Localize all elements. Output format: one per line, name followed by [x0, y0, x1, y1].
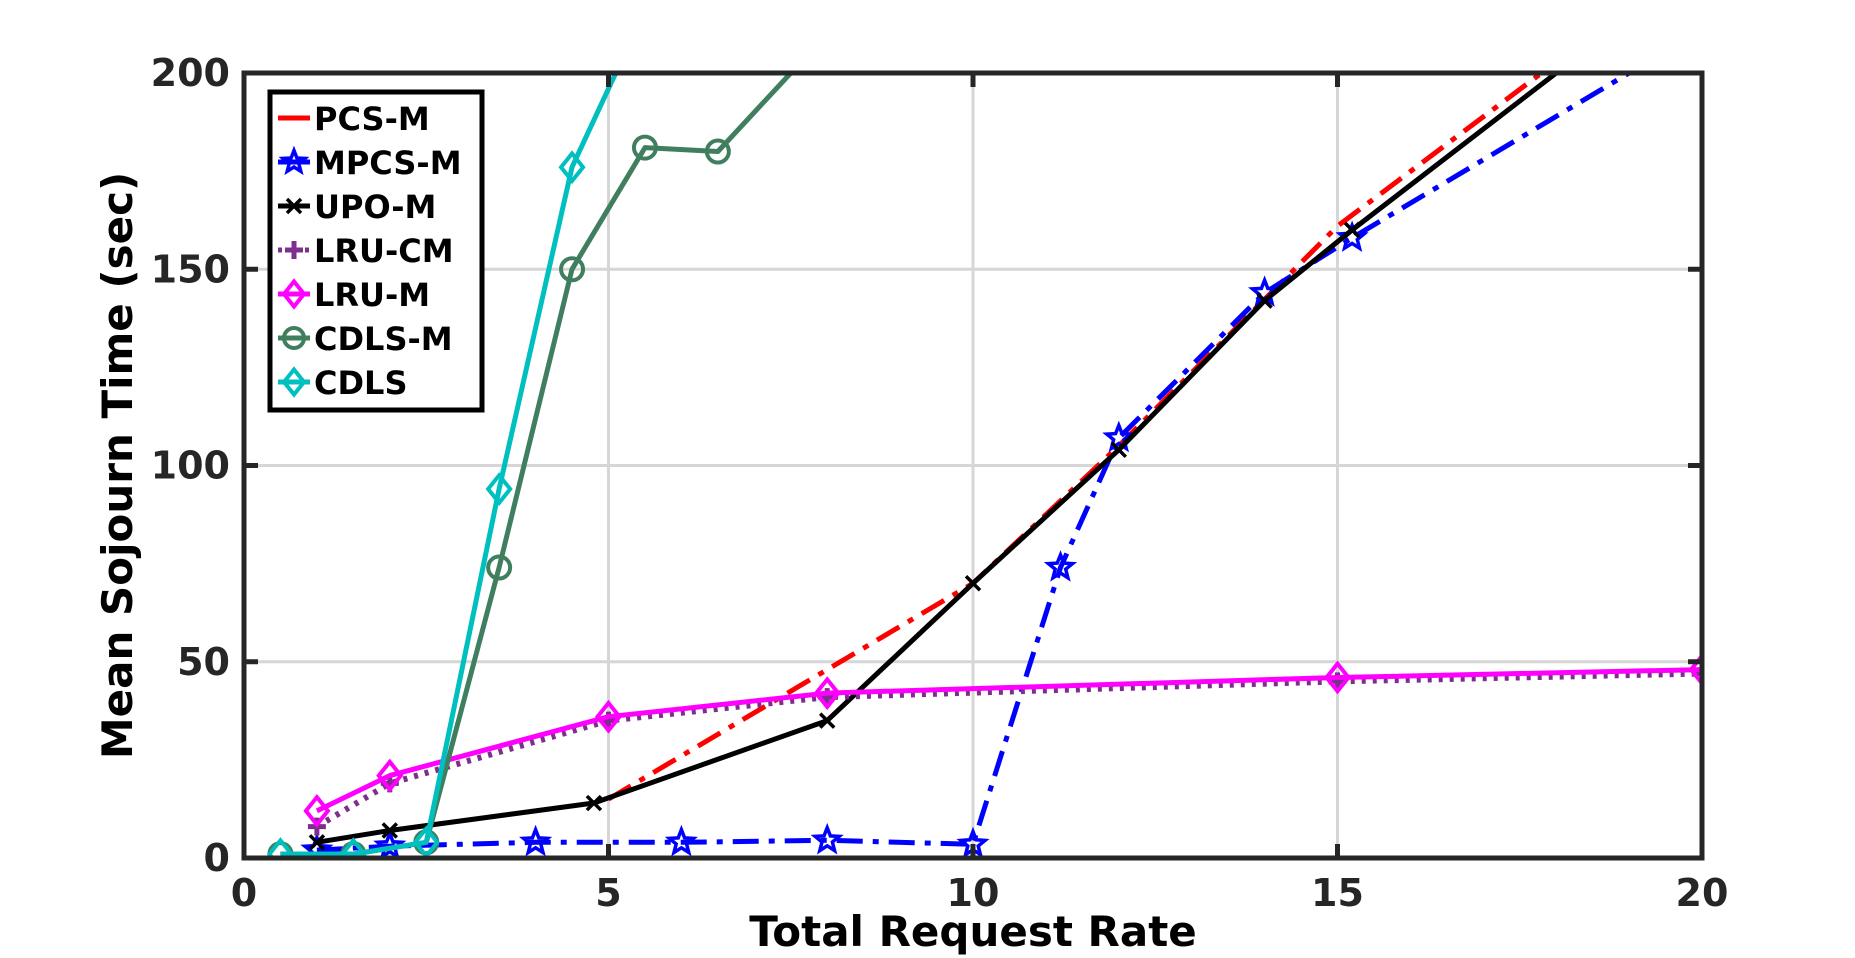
x-tick-label: 5 — [595, 871, 621, 915]
series-marker — [1688, 652, 1702, 687]
series-marker — [1256, 292, 1273, 309]
series-marker — [1110, 441, 1128, 459]
series-marker — [1043, 550, 1078, 582]
legend-item: CDLS-M — [278, 320, 453, 358]
series-pcs-m — [607, 73, 1544, 802]
series-marker — [559, 256, 586, 283]
series-marker — [381, 822, 399, 839]
legend-label: LRU-M — [314, 276, 430, 314]
series-marker — [818, 712, 836, 729]
series-marker — [282, 326, 306, 350]
series-marker — [1343, 221, 1361, 239]
grid — [244, 73, 1702, 858]
y-tick-label: 0 — [204, 836, 230, 880]
x-tick-label: 15 — [1311, 871, 1364, 915]
legend-label: UPO-M — [314, 188, 436, 226]
series-marker — [810, 822, 844, 855]
series-marker — [1102, 420, 1136, 453]
series-line — [315, 670, 1702, 830]
legend-item: LRU-M — [278, 276, 430, 314]
legend-label: CDLS-M — [314, 320, 453, 358]
x-tick-label: 0 — [231, 871, 257, 915]
series-marker — [308, 834, 326, 851]
legend-item: LRU-CM — [278, 232, 454, 270]
series-marker — [964, 575, 982, 592]
series-line — [607, 73, 1544, 802]
series-lru-cm — [307, 664, 1702, 836]
series-marker — [373, 828, 407, 858]
legend-label: LRU-CM — [314, 232, 454, 270]
series-marker — [303, 793, 331, 828]
series-line — [315, 667, 1702, 814]
series-marker — [594, 699, 623, 734]
series-marker — [485, 472, 513, 507]
legend-label: CDLS — [314, 364, 407, 402]
series-marker — [704, 138, 731, 165]
series-mpcs-m — [300, 73, 1631, 858]
legend-item: PCS-M — [278, 100, 430, 138]
y-tick-label: 200 — [151, 51, 230, 95]
legend-label: PCS-M — [314, 100, 430, 138]
y-tick-label: 50 — [177, 640, 230, 684]
y-axis-label: Mean Sojourn Time (sec) — [93, 172, 142, 759]
legend-item: CDLS — [278, 364, 407, 402]
series-marker — [339, 837, 367, 858]
series-lru-m — [303, 652, 1702, 828]
series-marker — [281, 278, 307, 310]
series-upo-m — [308, 73, 1558, 851]
series-marker — [376, 758, 404, 793]
legend-item: MPCS-M — [278, 144, 462, 182]
legend-label: MPCS-M — [314, 144, 462, 182]
x-axis-label: Total Request Rate — [749, 907, 1197, 956]
series-marker — [278, 145, 310, 176]
series-marker — [519, 824, 553, 857]
series-line — [316, 73, 1631, 853]
series-marker — [285, 241, 303, 259]
series-marker — [631, 134, 658, 161]
series-marker — [266, 837, 295, 858]
series-marker — [664, 824, 698, 857]
series-marker — [281, 366, 307, 398]
series-marker — [1323, 660, 1352, 695]
series-marker — [486, 554, 513, 581]
legend: PCS-M MPCS-M UPO-M LRU-CM LRU-M CDLS-M CDLS — [267, 89, 485, 413]
axes — [241, 70, 1705, 861]
series-layer — [266, 73, 1702, 858]
series-marker — [1335, 220, 1369, 252]
x-tick-label: 10 — [947, 871, 1000, 915]
y-tick-label: 150 — [151, 247, 230, 291]
series-line — [316, 73, 1558, 845]
y-tick-label: 100 — [151, 444, 230, 488]
series-marker — [285, 197, 303, 215]
legend-item: UPO-M — [278, 188, 436, 226]
x-tick-label: 20 — [1676, 871, 1729, 915]
series-marker — [558, 150, 586, 185]
series-marker — [813, 676, 841, 711]
series-marker — [585, 794, 603, 812]
